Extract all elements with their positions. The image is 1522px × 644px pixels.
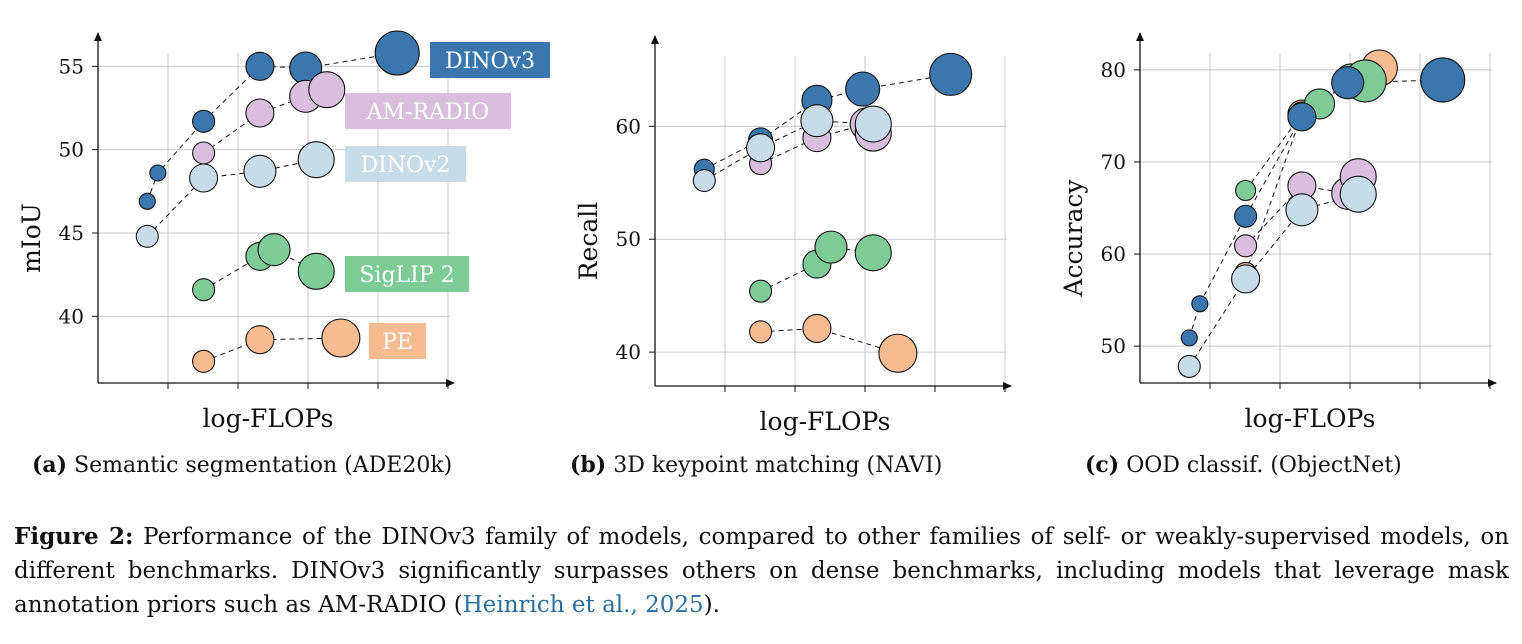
data-point-dinov2 [854, 105, 892, 143]
y-tick-label: 80 [1101, 58, 1126, 82]
data-point-dinov2 [243, 154, 277, 188]
series-label-box [430, 42, 550, 78]
y-tick-label: 50 [616, 227, 641, 251]
y-tick-label: 45 [59, 221, 84, 245]
data-point-siglip-2 [1235, 179, 1257, 202]
series-line-siglip-2 [1245, 80, 1366, 191]
y-tick-label: 70 [1101, 150, 1126, 174]
series-label: DINOv2 [360, 153, 450, 178]
data-point-pe [802, 313, 832, 343]
data-point-dinov3 [1420, 57, 1466, 103]
data-point-pe [321, 318, 361, 358]
figure-caption-tag: Figure 2: [14, 523, 134, 550]
data-point-dinov2 [800, 104, 834, 138]
data-point-siglip-2 [854, 234, 892, 272]
data-point-dinov2 [1285, 193, 1319, 227]
y-axis-title: mIoU [17, 203, 46, 273]
data-point-am-radio [1234, 234, 1258, 258]
data-point-dinov3 [1331, 66, 1365, 100]
caption-c-tag: (c) [1085, 452, 1120, 478]
data-point-pe [192, 349, 216, 373]
data-point-siglip-2 [192, 278, 216, 302]
data-point-dinov3 [929, 52, 973, 96]
data-point-am-radio [192, 141, 216, 165]
data-point-dinov3 [138, 192, 156, 210]
data-point-dinov3 [1234, 204, 1258, 228]
data-point-dinov3 [149, 164, 167, 182]
y-tick-label: 55 [59, 54, 84, 78]
data-point-siglip-2 [749, 279, 773, 303]
series-label-box [369, 323, 426, 359]
series-label: AM-RADIO [366, 100, 490, 125]
caption-panel-a: (a) Semantic segmentation (ADE20k) [32, 452, 452, 478]
series-label: SigLIP 2 [359, 263, 454, 288]
series-line-dinov2 [146, 159, 317, 237]
caption-a-text: Semantic segmentation (ADE20k) [67, 453, 453, 478]
series-label-box [345, 256, 469, 292]
data-point-dinov2 [1231, 264, 1261, 294]
series-line-pe [203, 337, 341, 362]
series-label: PE [382, 330, 413, 355]
data-point-dinov2 [1339, 175, 1377, 213]
y-tick-label: 50 [59, 138, 84, 162]
data-point-siglip-2 [297, 252, 335, 290]
y-axis-title: Accuracy [1059, 179, 1088, 298]
series-line-dinov2 [704, 120, 874, 181]
series-label-box [345, 93, 511, 129]
data-point-dinov3 [192, 109, 216, 133]
data-point-dinov3 [1287, 102, 1317, 132]
data-point-siglip-2 [257, 233, 291, 267]
figure-caption-end: ). [703, 592, 720, 618]
chart-panel-1: 40 45 50 55 log-FLOPs mIoU DINOv3 AM-RADIO DINOv… [17, 30, 550, 433]
caption-c-text: OOD classif. (ObjectNet) [1119, 453, 1402, 478]
data-point-dinov2 [297, 141, 335, 179]
citation-link[interactable]: Heinrich et al., 2025 [462, 592, 704, 618]
series-line-dinov3 [704, 73, 951, 170]
data-point-am-radio [308, 71, 346, 109]
y-tick-label: 60 [1101, 242, 1126, 266]
series-line-dinov3 [146, 52, 398, 202]
data-point-dinov2 [692, 168, 716, 193]
figure-panels: 40 45 50 55 log-FLOPs mIoU DINOv3 AM-RADIO DINOv… [17, 30, 1497, 436]
series-label-box [345, 146, 466, 182]
data-point-dinov3 [374, 30, 420, 76]
caption-a-tag: (a) [32, 452, 68, 478]
data-point-pe [749, 320, 773, 344]
data-point-dinov3 [1191, 295, 1209, 313]
caption-panel-c: (c) OOD classif. (ObjectNet) [1085, 452, 1402, 478]
caption-b-tag: (b) [570, 452, 607, 478]
data-point-am-radio [245, 98, 275, 128]
data-point-dinov3 [1180, 329, 1198, 347]
series-line-dinov2 [1188, 193, 1359, 367]
caption-b-text: 3D keypoint matching (NAVI) [606, 453, 943, 478]
y-tick-label: 40 [59, 304, 84, 328]
x-axis-title: log-FLOPs [203, 404, 334, 433]
data-point-siglip-2 [814, 230, 848, 264]
series-label: DINOv3 [445, 49, 535, 74]
data-point-dinov2 [1177, 354, 1201, 378]
data-point-dinov3 [845, 71, 881, 107]
x-axis-title: log-FLOPs [760, 407, 891, 436]
data-point-dinov2 [746, 133, 776, 163]
chart-panel-3: 50 60 70 80 log-FLOPs Accuracy [1059, 32, 1497, 433]
data-point-dinov3 [245, 51, 275, 81]
figure-caption-text: Performance of the DINOv3 family of mode… [14, 524, 1510, 618]
y-tick-label: 60 [616, 114, 641, 138]
caption-panel-b: (b) 3D keypoint matching (NAVI) [570, 452, 942, 478]
y-tick-label: 50 [1101, 334, 1126, 358]
y-tick-label: 40 [616, 340, 641, 364]
x-axis-title: log-FLOPs [1245, 404, 1376, 433]
data-point-dinov2 [189, 163, 219, 193]
data-point-pe [878, 333, 918, 373]
data-point-dinov2 [135, 224, 159, 248]
chart-panel-2: 40 50 60 log-FLOPs Recall [574, 35, 1012, 436]
figure-caption: Figure 2: Performance of the DINOv3 fami… [14, 520, 1509, 622]
y-axis-title: Recall [574, 202, 603, 281]
data-point-pe [245, 325, 275, 355]
